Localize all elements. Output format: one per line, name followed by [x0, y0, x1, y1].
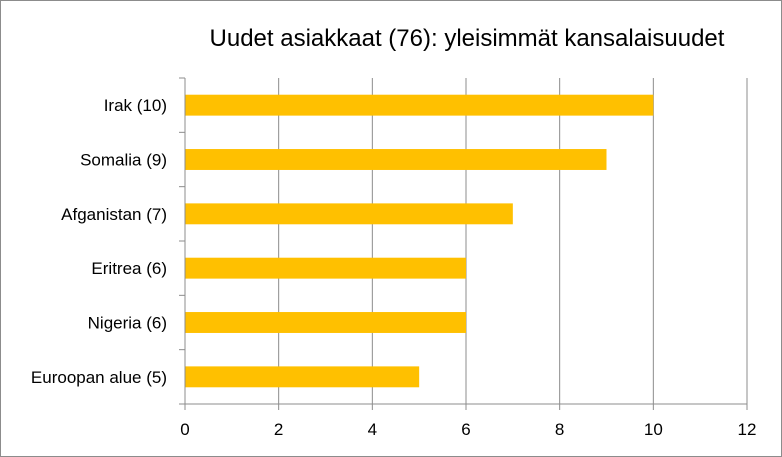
category-label: Euroopan alue (5)	[31, 368, 167, 387]
bar	[185, 203, 513, 225]
bar	[185, 94, 654, 116]
x-tick-label: 0	[180, 420, 189, 439]
x-tick-label: 12	[738, 420, 757, 439]
x-tick-label: 8	[555, 420, 564, 439]
axes	[179, 77, 748, 410]
bar	[185, 149, 607, 170]
x-tick-label: 6	[461, 420, 470, 439]
bar	[185, 257, 466, 279]
x-tick-label: 10	[644, 420, 663, 439]
x-tick-label: 4	[368, 420, 377, 439]
chart-title: Uudet asiakkaat (76): yleisimmät kansala…	[210, 25, 725, 52]
category-label: Nigeria (6)	[88, 314, 167, 333]
x-tick-label: 2	[274, 420, 283, 439]
bar	[185, 312, 466, 333]
gridlines	[278, 78, 748, 404]
category-label: Afganistan (7)	[61, 205, 167, 224]
bars	[185, 94, 654, 388]
category-label: Irak (10)	[104, 96, 167, 115]
bar	[185, 366, 420, 388]
category-label: Eritrea (6)	[91, 259, 167, 278]
category-label: Somalia (9)	[80, 151, 167, 170]
labels: 0 2 4 6 8 10 12 Irak (10) Somalia (9) Afganistan …	[31, 96, 757, 439]
